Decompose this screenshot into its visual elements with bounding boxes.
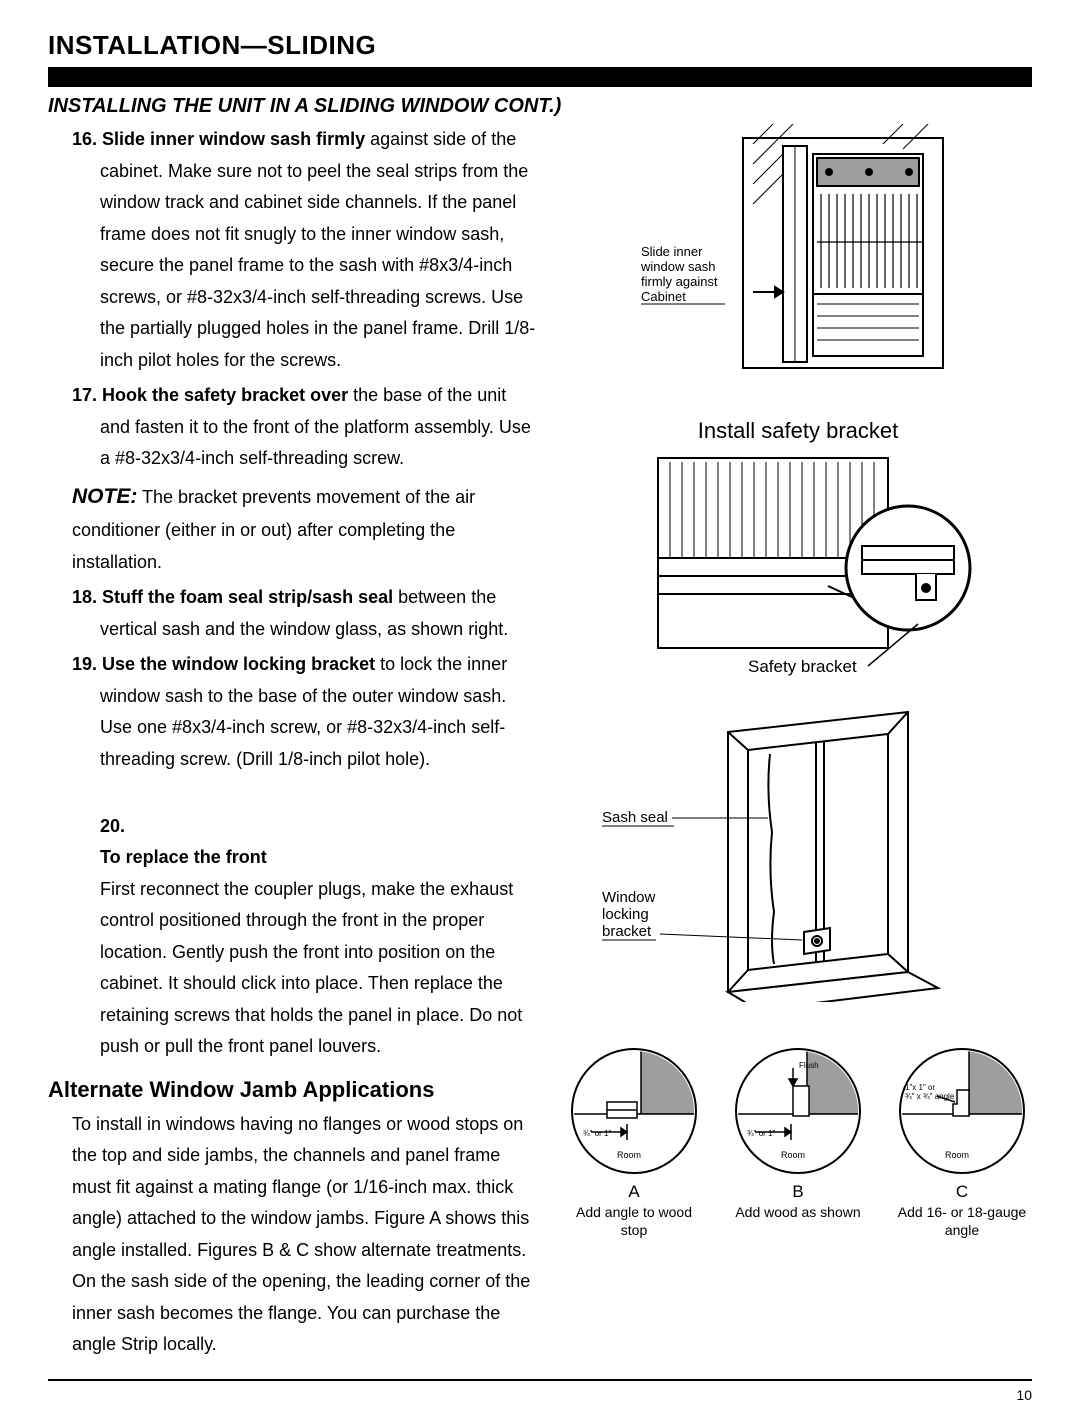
fig2-callout: Safety bracket [748,657,857,676]
triptych-row: ¾" or 1" Room A Add angle to wood stop [564,1046,1032,1239]
step-lead: Stuff the foam seal strip/sash seal [102,587,393,607]
step-number: 20. [100,816,125,836]
triptych-letter: B [792,1182,803,1202]
step-19: 19. Use the window locking bracket to lo… [72,649,536,775]
step-lead: Slide inner window sash firmly [102,129,365,149]
step-20: 20. To replace the front First reconnect… [72,779,536,1063]
fig1-callout-line1: Slide inner [641,244,703,259]
step-16: 16. Slide inner window sash firmly again… [72,124,536,376]
figure-slide-sash: Slide inner window sash firmly against C… [633,124,963,384]
room-label: Room [617,1150,641,1160]
text-column: 16. Slide inner window sash firmly again… [48,124,536,1361]
dim-label-1: 1"x 1" or [905,1083,935,1092]
manual-page: INSTALLATION—SLIDING INSTALLING THE UNIT… [0,0,1080,1423]
fig3-callout-bracket-2: locking [602,906,649,923]
step-number: 16. [72,129,97,149]
triptych-item-b: Flush ¾" or 1" Room B Add wood as shown [728,1046,868,1239]
sash-seal-svg: Sash seal Window locking bracket [598,702,998,1002]
step-number: 17. [72,385,97,405]
figure-sash-seal: Sash seal Window locking bracket [598,702,998,1002]
fig1-callout-line2: window sash [640,259,715,274]
step-number: 19. [72,654,97,674]
fig3-callout-bracket-1: Window [602,889,656,906]
footer-rule [48,1379,1032,1381]
room-label: Room [945,1150,969,1160]
fig1-callout-line4: Cabinet [641,289,686,304]
step-lead: To replace the front [100,847,267,867]
fig3-callout-bracket-3: bracket [602,923,652,940]
triptych-item-c: 1"x 1" or ¾" x ¾" angle Room C Add 16- o… [892,1046,1032,1239]
figure-column: Slide inner window sash firmly against C… [564,124,1032,1361]
flush-label: Flush [799,1061,819,1070]
step-lead: Hook the safety bracket over [102,385,348,405]
triptych-letter: A [628,1182,639,1202]
figure-caption: Install safety bracket [618,418,978,444]
slide-sash-svg: Slide inner window sash firmly against C… [633,124,963,384]
triptych-caption: Add angle to wood stop [564,1204,704,1239]
triptych: ¾" or 1" Room A Add angle to wood stop [564,1046,1032,1239]
triptych-caption: Add wood as shown [735,1204,860,1222]
note-paragraph: NOTE: The bracket prevents movement of t… [48,479,536,579]
step-17: 17. Hook the safety bracket over the bas… [72,380,536,475]
alternate-heading: Alternate Window Jamb Applications [48,1077,536,1103]
safety-bracket-svg: Safety bracket [618,448,978,678]
dim-label: ¾" or 1" [747,1129,776,1138]
triptych-b-svg: Flush ¾" or 1" Room [733,1046,863,1176]
step-lead: Use the window locking bracket [102,654,375,674]
triptych-caption: Add 16- or 18-gauge angle [892,1204,1032,1239]
main-title: INSTALLATION—SLIDING [48,30,1032,61]
section-heading: INSTALLING THE UNIT IN A SLIDING WINDOW … [48,95,1032,118]
fig3-callout-sash-seal: Sash seal [602,809,668,826]
page-number: 10 [48,1387,1032,1403]
fig1-callout-line3: firmly against [641,274,718,289]
dim-label: ¾" or 1" [583,1129,612,1138]
figure-safety-bracket: Install safety bracket [618,408,978,678]
triptych-c-svg: 1"x 1" or ¾" x ¾" angle Room [897,1046,1027,1176]
step-18: 18. Stuff the foam seal strip/sash seal … [72,582,536,645]
step-body: against side of the cabinet. Make sure n… [100,129,535,370]
step-list-continued: 18. Stuff the foam seal strip/sash seal … [48,582,536,1063]
two-column-layout: 16. Slide inner window sash firmly again… [48,124,1032,1361]
dim-label-2: ¾" x ¾" angle [905,1092,955,1101]
triptych-a-svg: ¾" or 1" Room [569,1046,699,1176]
title-underline-bar [48,67,1032,87]
step-number: 18. [72,587,97,607]
step-body: First reconnect the coupler plugs, make … [100,879,522,1057]
note-label: NOTE: [72,485,137,508]
room-label: Room [781,1150,805,1160]
alternate-paragraph: To install in windows having no flanges … [48,1109,536,1361]
triptych-item-a: ¾" or 1" Room A Add angle to wood stop [564,1046,704,1239]
triptych-letter: C [956,1182,968,1202]
step-list: 16. Slide inner window sash firmly again… [48,124,536,475]
